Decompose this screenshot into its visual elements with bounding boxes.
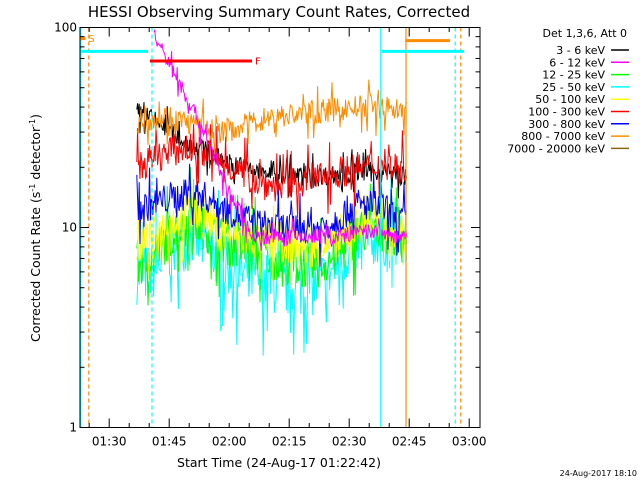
chart-title: HESSI Observing Summary Count Rates, Cor… (88, 3, 470, 21)
y-axis: 1 10 100 (54, 21, 480, 435)
legend-label: 7000 - 20000 keV (507, 142, 605, 155)
y-axis-label-main: Corrected Count Rate (s (28, 192, 43, 342)
series-line-100-300-kev (136, 123, 407, 219)
y-axis-label-sup1: -1 (28, 184, 37, 192)
y-axis-label-sup2: -1 (28, 119, 37, 127)
legend-label: 25 - 50 keV (542, 81, 605, 94)
series-line-300-800-kev (136, 163, 407, 267)
legend-label: 12 - 25 keV (542, 69, 605, 82)
legend-label: 800 - 7000 keV (521, 130, 605, 143)
legend-label: 3 - 6 keV (556, 44, 605, 57)
legend-label: 6 - 12 keV (549, 56, 605, 69)
x-tick-label: 02:45 (392, 435, 427, 449)
y-tick-label: 100 (54, 21, 77, 35)
x-tick-label: 01:45 (152, 435, 187, 449)
overlay-layer: SF (80, 27, 464, 428)
y-tick-label: 10 (62, 221, 77, 235)
date-stamp: 24-Aug-2017 18:10 (560, 469, 637, 478)
x-axis-label: Start Time (24-Aug-17 01:22:42) (177, 455, 381, 470)
x-tick-label: 02:15 (272, 435, 307, 449)
series-line-800-7000-kev (136, 79, 407, 155)
y-axis-label-end: ) (28, 114, 43, 119)
x-axis: 01:30 01:45 02:00 02:15 02:30 02:45 03:00 (88, 27, 487, 449)
x-tick-label: 03:00 (452, 435, 487, 449)
data-layer (136, 28, 408, 356)
x-tick-label: 02:00 (212, 435, 247, 449)
y-tick-label: 1 (69, 421, 77, 435)
flag-label: S (88, 34, 94, 45)
y-axis-label: Corrected Count Rate (s-1 detector-1) (28, 114, 43, 342)
x-tick-label: 02:30 (332, 435, 367, 449)
series-line-6-12-kev (153, 28, 408, 252)
legend-label: 50 - 100 keV (535, 93, 605, 106)
series-line-50-100-kev (136, 184, 407, 290)
y-axis-label-mid: detector (28, 126, 43, 184)
legend-header: Det 1,3,6, Att 0 (543, 27, 627, 40)
flag-label: F (255, 56, 261, 67)
x-tick-label: 01:30 (92, 435, 127, 449)
legend-label: 300 - 800 keV (528, 118, 605, 131)
legend-label: 100 - 300 keV (528, 106, 605, 119)
